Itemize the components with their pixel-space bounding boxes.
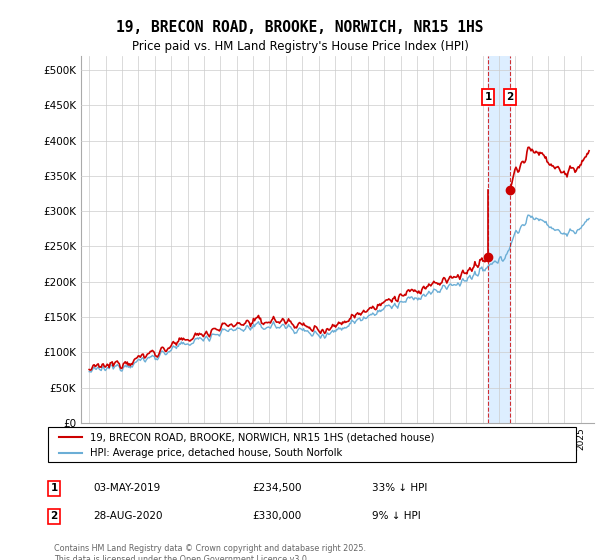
Text: £330,000: £330,000 [252, 511, 301, 521]
Text: 1: 1 [50, 483, 58, 493]
FancyBboxPatch shape [48, 427, 576, 462]
Text: 2: 2 [50, 511, 58, 521]
Text: 1: 1 [484, 92, 491, 102]
Text: Contains HM Land Registry data © Crown copyright and database right 2025.
This d: Contains HM Land Registry data © Crown c… [54, 544, 366, 560]
Text: 03-MAY-2019: 03-MAY-2019 [93, 483, 160, 493]
Text: 28-AUG-2020: 28-AUG-2020 [93, 511, 163, 521]
Text: 19, BRECON ROAD, BROOKE, NORWICH, NR15 1HS (detached house): 19, BRECON ROAD, BROOKE, NORWICH, NR15 1… [90, 432, 434, 442]
Text: 9% ↓ HPI: 9% ↓ HPI [372, 511, 421, 521]
Text: Price paid vs. HM Land Registry's House Price Index (HPI): Price paid vs. HM Land Registry's House … [131, 40, 469, 53]
Text: 33% ↓ HPI: 33% ↓ HPI [372, 483, 427, 493]
Text: HPI: Average price, detached house, South Norfolk: HPI: Average price, detached house, Sout… [90, 449, 343, 458]
Text: 2: 2 [506, 92, 514, 102]
Text: £234,500: £234,500 [252, 483, 302, 493]
Text: 19, BRECON ROAD, BROOKE, NORWICH, NR15 1HS: 19, BRECON ROAD, BROOKE, NORWICH, NR15 1… [116, 20, 484, 35]
Bar [488, 56, 510, 423]
